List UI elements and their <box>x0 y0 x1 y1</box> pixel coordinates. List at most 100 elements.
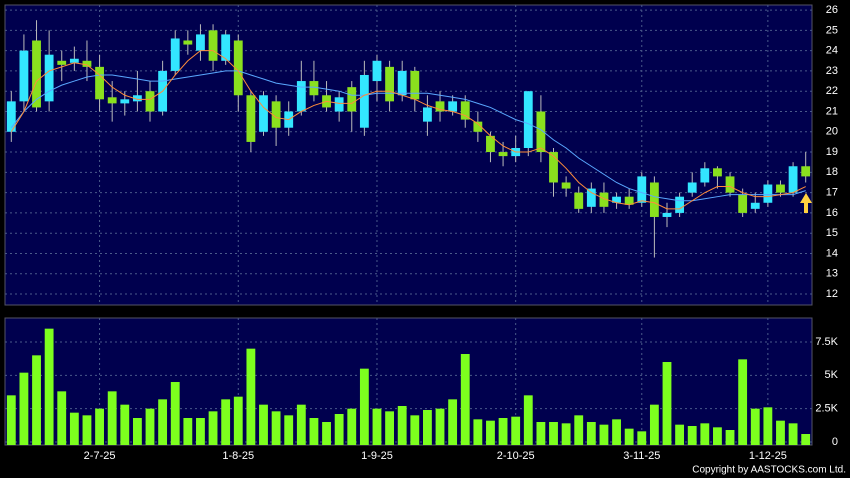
copyright: Copyright by AASTOCKS.com Ltd. <box>692 465 846 476</box>
candle-body <box>95 66 104 100</box>
volume-bar <box>675 424 685 445</box>
y-tick-label: 12 <box>826 288 838 300</box>
volume-bar <box>599 424 609 445</box>
y-tick-label: 24 <box>826 45 838 57</box>
y-tick-label: 7.5K <box>815 336 838 348</box>
volume-bar <box>763 407 773 445</box>
y-tick-label: 5K <box>825 369 839 381</box>
candle-body <box>32 40 41 108</box>
candle-body <box>120 99 130 104</box>
volume-bar <box>221 399 231 445</box>
y-tick-label: 18 <box>826 166 838 178</box>
candle-body <box>662 212 672 217</box>
y-tick-label: 21 <box>826 105 838 117</box>
candle-body <box>246 95 256 142</box>
candle-body <box>460 101 470 120</box>
candle-body <box>738 194 748 213</box>
candle-body <box>637 176 647 203</box>
candle-body <box>549 152 558 183</box>
volume-bar <box>44 328 54 445</box>
volume-bar <box>649 404 659 445</box>
candle-body <box>196 34 205 51</box>
volume-bar <box>801 434 811 445</box>
moving-average-line <box>10 70 806 202</box>
volume-bar <box>574 415 584 445</box>
candle-body <box>19 50 29 102</box>
candle-body <box>107 97 117 104</box>
volume-bar <box>687 426 697 445</box>
y-tick-label: 15 <box>826 227 838 239</box>
volume-bar <box>208 411 218 445</box>
x-tick-label: 2-7-25 <box>84 450 116 462</box>
y-tick-label: 14 <box>826 247 838 259</box>
volume-bar <box>372 408 382 445</box>
candle-body <box>271 101 281 128</box>
volume-bar <box>271 411 281 445</box>
candle-body <box>523 91 533 149</box>
volume-bar <box>423 410 432 445</box>
volume-bar <box>334 414 344 445</box>
y-tick-label: 25 <box>826 24 838 36</box>
arrow-icon <box>800 193 812 213</box>
candle-body <box>44 54 54 102</box>
candle-body <box>170 38 180 71</box>
candle-body <box>82 60 92 67</box>
candle-body <box>498 152 508 157</box>
volume-bar <box>57 391 67 445</box>
candle-body <box>776 184 785 193</box>
x-tick-label: 1-12-25 <box>749 450 787 462</box>
candle-body <box>397 70 407 96</box>
candle-body <box>687 182 697 193</box>
volume-bar <box>410 415 420 445</box>
candle-body <box>612 196 621 203</box>
volume-bar <box>309 418 319 445</box>
volume-bar <box>132 418 142 445</box>
candle-body <box>649 182 659 217</box>
volume-bar <box>624 428 634 445</box>
candle-body <box>750 202 760 209</box>
x-tick-label: 3-11-25 <box>623 450 660 462</box>
candle-body <box>347 87 357 112</box>
candle-body <box>385 66 394 102</box>
y-tick-label: 16 <box>826 207 838 219</box>
candle-body <box>145 91 155 112</box>
candle-body <box>675 196 685 213</box>
plot-layer: 2-7-25 1-8-25 1-9-25 2-10-25 3-11-25 1-12-25 1… <box>5 4 839 462</box>
candle-body <box>586 188 596 207</box>
volume-bar <box>246 348 256 445</box>
candle-body <box>536 111 546 153</box>
candle-body <box>700 168 710 183</box>
volume-bar <box>145 408 155 445</box>
candle-body <box>486 135 495 153</box>
candle-body <box>6 101 16 132</box>
candle-body <box>561 182 571 189</box>
volume-bar <box>359 368 369 445</box>
y-tick-label: 17 <box>826 187 838 199</box>
volume-bar <box>498 418 508 445</box>
y-tick-label: 20 <box>826 126 838 138</box>
volume-bar <box>322 422 331 445</box>
candle-body <box>221 34 231 61</box>
candle-body <box>788 166 798 193</box>
candle-body <box>183 40 193 45</box>
candle-body <box>801 166 811 177</box>
volume-bar <box>486 420 495 445</box>
volume-bar <box>725 430 735 445</box>
candle-body <box>132 95 142 102</box>
candle-body <box>423 107 432 122</box>
volume-bar <box>19 372 29 445</box>
x-tick-label: 1-8-25 <box>222 450 254 462</box>
y-tick-label: 0 <box>832 436 838 448</box>
volume-bar <box>259 404 268 445</box>
volume-bar <box>347 408 357 445</box>
candle-body <box>599 192 609 207</box>
candle-body <box>309 81 319 96</box>
volume-bar <box>523 395 533 445</box>
volume-bar <box>473 419 483 445</box>
volume-bar <box>713 427 722 445</box>
candle-body <box>448 101 458 112</box>
volume-bar <box>69 412 79 445</box>
volume-bar <box>700 423 710 445</box>
candle-body <box>69 58 79 63</box>
